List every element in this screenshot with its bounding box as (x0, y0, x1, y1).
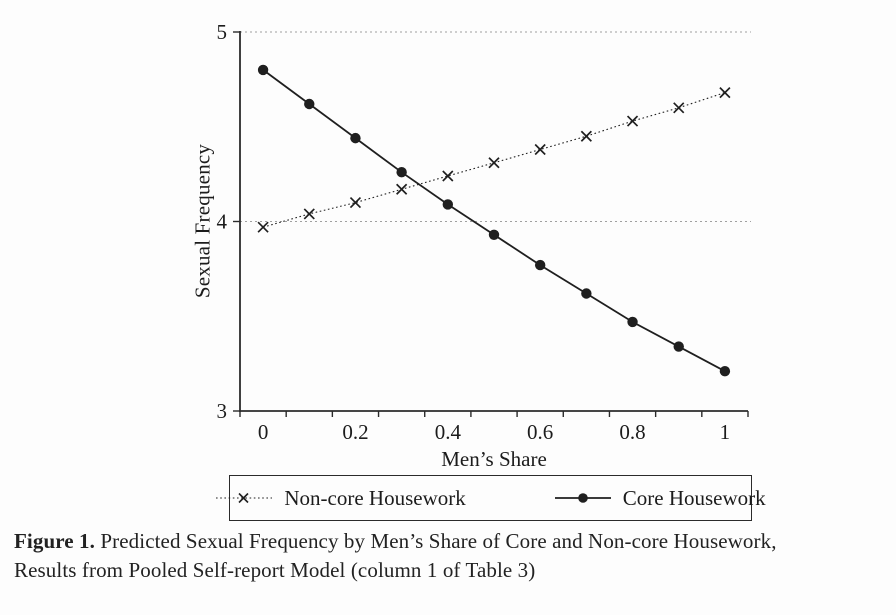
chart: 3 4 5 0 0.2 0.4 0.6 0.8 1 Sexual Frequency Men’s… (190, 20, 766, 521)
marker-circle-core (350, 132, 361, 144)
marker-circle-core (719, 366, 731, 377)
series-line-core (262, 69, 726, 372)
y-tick-label: 4 (217, 210, 228, 234)
legend-label-noncore-housework: Non-core Housework (284, 485, 466, 510)
chart-svg: 3 4 5 0 0.2 0.4 0.6 0.8 1 (217, 20, 751, 444)
x-tick-label: 0 (258, 420, 269, 444)
marker-x-noncore (396, 183, 408, 195)
legend-swatch-core-housework (554, 493, 611, 503)
marker-circle-core (673, 341, 684, 352)
marker-x-noncore (719, 87, 731, 99)
marker-circle-core (488, 229, 500, 240)
marker-x-noncore (257, 221, 269, 233)
marker-circle-core (396, 167, 407, 178)
marker-circle-core (304, 98, 315, 110)
marker-circle-core (257, 64, 269, 76)
marker-x-noncore (580, 130, 592, 142)
legend-label-core-housework: Core Housework (622, 485, 766, 510)
legend-item-noncore-housework: Non-core Housework (215, 485, 466, 511)
marker-x-noncore (673, 102, 685, 114)
marker-x-noncore (303, 208, 315, 220)
figure-caption-label: Figure 1. (14, 529, 96, 553)
marker-circle-core (534, 259, 546, 271)
legend-marker-circle (577, 493, 588, 503)
x-tick-label: 0.6 (527, 420, 553, 444)
figure-caption: Figure 1. Predicted Sexual Frequency by … (14, 527, 888, 584)
legend: Non-core Housework Core Housework (216, 475, 766, 521)
figure-caption-line2: Results from Pooled Self-report Model (c… (14, 557, 536, 582)
y-tick-label: 3 (217, 399, 228, 423)
marker-circle-core (442, 199, 454, 210)
y-tick-label: 5 (217, 20, 228, 44)
marker-x-noncore (442, 170, 454, 182)
marker-x-noncore (626, 115, 639, 127)
marker-circle-core (581, 288, 592, 299)
y-axis-title: Sexual Frequency (190, 143, 215, 299)
marker-x-noncore (349, 196, 362, 209)
x-tick-label: 0.8 (619, 420, 645, 444)
x-tick-label: 0.4 (435, 420, 462, 444)
marker-circle-core (627, 316, 638, 328)
legend-marker-x (238, 492, 249, 504)
marker-x-noncore (534, 143, 546, 156)
figure-caption-line1: Predicted Sexual Frequency by Men’s Shar… (95, 529, 777, 553)
x-axis-title: Men’s Share (441, 447, 547, 471)
series-line-noncore (262, 92, 726, 228)
legend-swatch-noncore-housework (216, 492, 273, 504)
x-tick-label: 0.2 (342, 420, 368, 444)
marker-x-noncore (488, 157, 500, 169)
legend-item-core-housework: Core Housework (554, 486, 766, 511)
x-tick-label: 1 (720, 420, 731, 444)
